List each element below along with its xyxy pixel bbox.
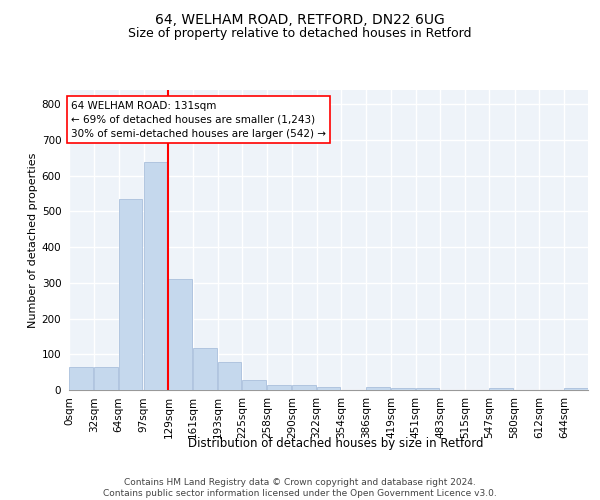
Bar [94,367,118,390]
Bar [193,348,217,390]
Text: Contains HM Land Registry data © Crown copyright and database right 2024.
Contai: Contains HM Land Registry data © Crown c… [103,478,497,498]
Y-axis label: Number of detached properties: Number of detached properties [28,152,38,328]
Bar [268,384,291,390]
Bar [564,388,587,390]
Bar [317,387,340,390]
Bar [292,386,316,390]
Text: 64 WELHAM ROAD: 131sqm
← 69% of detached houses are smaller (1,243)
30% of semi-: 64 WELHAM ROAD: 131sqm ← 69% of detached… [71,100,326,138]
Text: Size of property relative to detached houses in Retford: Size of property relative to detached ho… [128,28,472,40]
Bar [169,278,192,390]
Bar [119,199,142,390]
Bar [391,388,415,390]
Bar [416,388,439,390]
Bar [144,162,167,390]
Bar [70,367,93,390]
Bar [490,388,513,390]
Bar [242,380,266,390]
Bar [366,387,389,390]
Bar [218,362,241,390]
Text: Distribution of detached houses by size in Retford: Distribution of detached houses by size … [188,438,484,450]
Text: 64, WELHAM ROAD, RETFORD, DN22 6UG: 64, WELHAM ROAD, RETFORD, DN22 6UG [155,12,445,26]
